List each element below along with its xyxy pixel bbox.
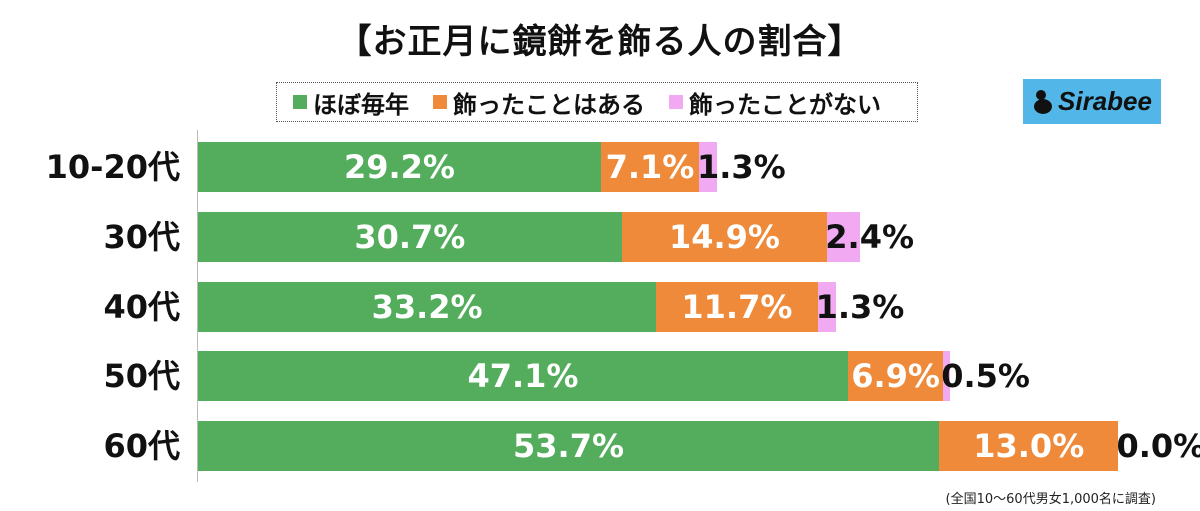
legend-label-never-displayed: 飾ったことがない (689, 90, 881, 119)
bar-have-displayed (656, 282, 818, 332)
bar-have-displayed (600, 142, 699, 192)
bar-never-displayed (827, 212, 861, 262)
bar-almost-every-year (198, 212, 622, 262)
legend-item-never-displayed: 飾ったことがない (669, 85, 881, 120)
legend-swatch-have-displayed (433, 95, 447, 109)
legend-label-almost-every-year: ほぼ毎年 (313, 90, 409, 119)
category-label: 40代 (103, 288, 180, 326)
bar-never-displayed (698, 142, 717, 192)
category-label: 60代 (103, 427, 180, 465)
bar-have-displayed (939, 421, 1119, 471)
category-label: 30代 (103, 218, 180, 256)
bar-never-displayed (943, 351, 951, 401)
bar-have-displayed (847, 351, 944, 401)
data-label-never-displayed: 0.5% (941, 357, 1030, 395)
legend-item-have-displayed: 飾ったことはある (433, 85, 645, 120)
chart-title: 【お正月に鏡餅を飾る人の割合】 (337, 22, 863, 62)
bar-almost-every-year (198, 142, 601, 192)
category-label: 10-20代 (45, 148, 180, 186)
bar-have-displayed (621, 212, 828, 262)
legend: ほぼ毎年 飾ったことはある 飾ったことがない (276, 82, 918, 122)
legend-item-almost-every-year: ほぼ毎年 (293, 85, 409, 120)
survey-note: (全国10〜60代男女1,000名に調査) (945, 492, 1156, 507)
legend-swatch-never-displayed (669, 95, 683, 109)
sirabee-logo-icon (1032, 89, 1054, 115)
sirabee-logo: Sirabee (1023, 79, 1161, 124)
bar-almost-every-year (198, 351, 848, 401)
sirabee-logo-text: Sirabee (1058, 86, 1152, 116)
data-label-never-displayed: 0.0% (1116, 427, 1200, 465)
bar-almost-every-year (198, 282, 657, 332)
bar-never-displayed (817, 282, 836, 332)
category-label: 50代 (103, 357, 180, 395)
bar-almost-every-year (198, 421, 940, 471)
legend-label-have-displayed: 飾ったことはある (453, 90, 645, 119)
category-axis-line (197, 130, 198, 482)
legend-swatch-almost-every-year (293, 95, 307, 109)
